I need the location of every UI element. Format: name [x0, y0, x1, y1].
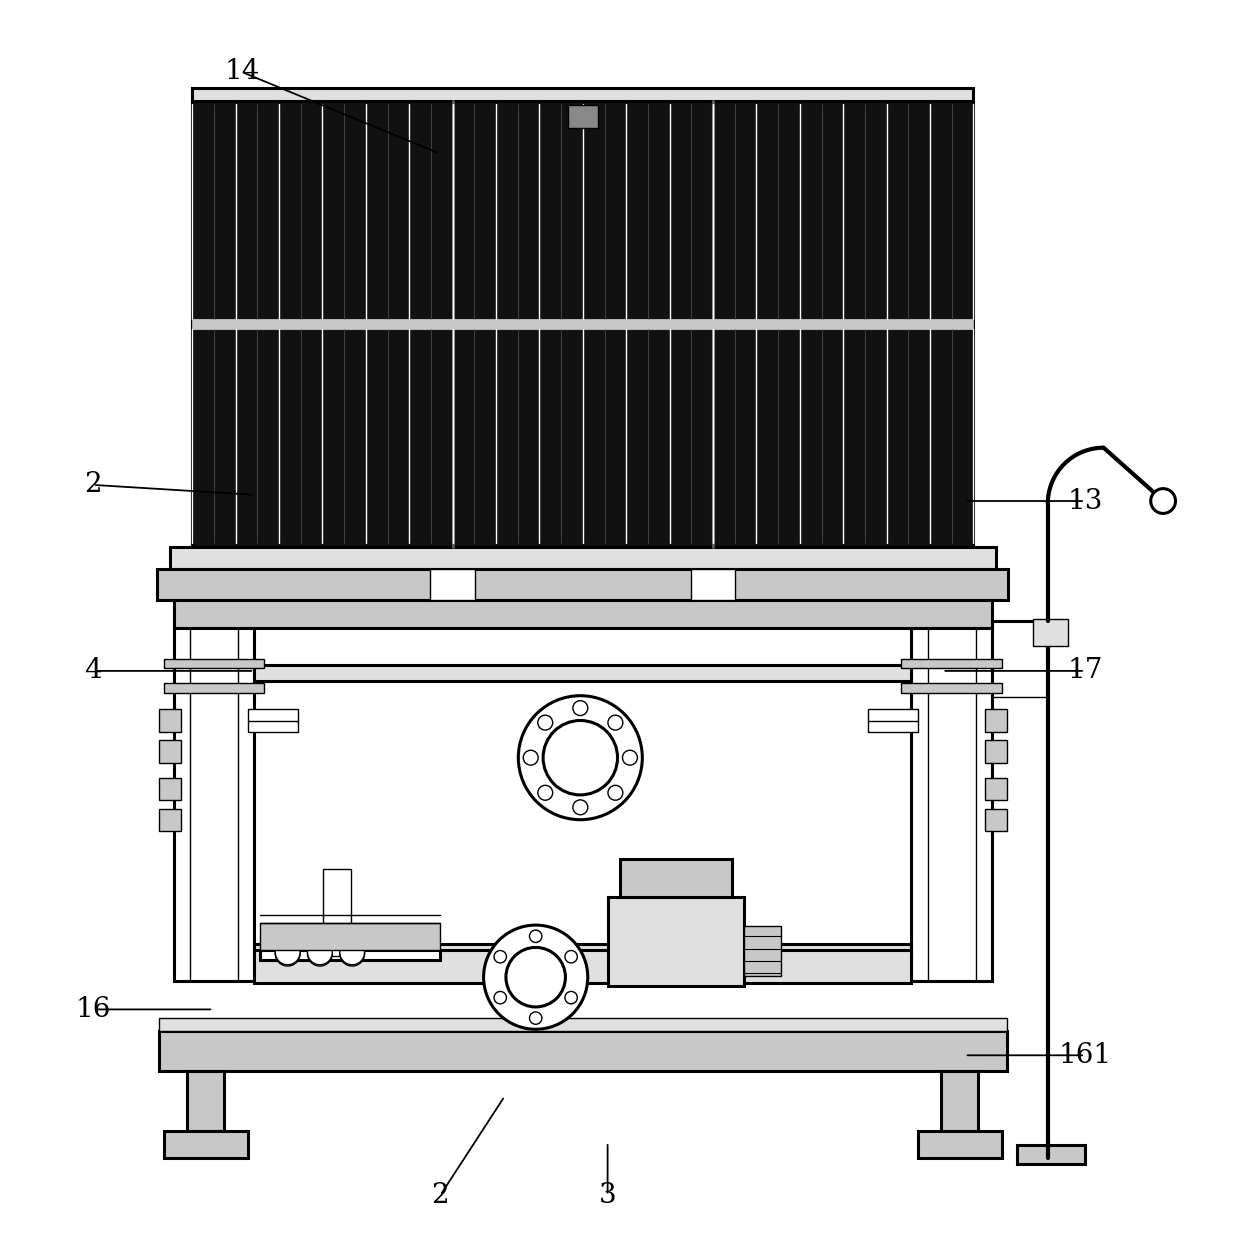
- Circle shape: [608, 715, 622, 730]
- Text: 161: 161: [1059, 1042, 1111, 1069]
- Bar: [170, 547, 996, 570]
- Bar: [868, 709, 918, 732]
- Bar: [608, 896, 744, 986]
- Bar: [985, 740, 1007, 763]
- Circle shape: [523, 750, 538, 766]
- Circle shape: [275, 940, 300, 965]
- Circle shape: [529, 1012, 542, 1024]
- Bar: [918, 1131, 1002, 1158]
- Circle shape: [538, 786, 553, 801]
- Text: 16: 16: [76, 996, 110, 1023]
- Circle shape: [573, 799, 588, 814]
- Bar: [430, 570, 475, 600]
- Text: 2: 2: [432, 1182, 449, 1209]
- Bar: [254, 950, 911, 984]
- Bar: [691, 570, 735, 600]
- Circle shape: [340, 940, 365, 965]
- Circle shape: [622, 750, 637, 766]
- Bar: [159, 740, 181, 763]
- Circle shape: [484, 925, 588, 1029]
- Circle shape: [518, 695, 642, 820]
- Bar: [324, 870, 351, 956]
- Bar: [911, 628, 992, 981]
- Bar: [254, 665, 911, 680]
- Bar: [192, 319, 973, 329]
- Bar: [985, 808, 1007, 831]
- Bar: [901, 683, 1002, 693]
- Circle shape: [538, 715, 553, 730]
- Bar: [192, 88, 973, 100]
- Bar: [1033, 619, 1068, 646]
- Bar: [159, 1018, 1007, 1030]
- Text: 13: 13: [1068, 487, 1102, 515]
- Bar: [985, 709, 1007, 732]
- Bar: [248, 709, 298, 732]
- Bar: [157, 570, 1008, 600]
- Circle shape: [506, 948, 565, 1007]
- Circle shape: [1151, 488, 1176, 513]
- Circle shape: [565, 991, 578, 1004]
- Circle shape: [275, 941, 300, 966]
- Bar: [192, 100, 973, 547]
- Bar: [568, 105, 598, 128]
- Bar: [164, 1131, 248, 1158]
- Bar: [985, 778, 1007, 799]
- Bar: [901, 659, 1002, 669]
- Bar: [159, 808, 181, 831]
- Circle shape: [608, 786, 622, 801]
- Bar: [254, 944, 911, 960]
- Circle shape: [494, 991, 506, 1004]
- Bar: [620, 860, 732, 896]
- Circle shape: [308, 941, 332, 966]
- Bar: [164, 659, 264, 669]
- Circle shape: [494, 950, 506, 963]
- Bar: [744, 926, 781, 976]
- Text: 3: 3: [599, 1182, 616, 1209]
- Circle shape: [565, 950, 578, 963]
- Text: 17: 17: [1068, 658, 1102, 684]
- Bar: [159, 709, 181, 732]
- Bar: [159, 1030, 1007, 1072]
- Text: 2: 2: [84, 472, 102, 498]
- Bar: [159, 778, 181, 799]
- Circle shape: [543, 720, 618, 794]
- Bar: [260, 950, 440, 960]
- Circle shape: [573, 700, 588, 715]
- Circle shape: [308, 940, 332, 965]
- Bar: [1017, 1145, 1085, 1165]
- Bar: [164, 683, 264, 693]
- Bar: [260, 922, 440, 950]
- Circle shape: [340, 941, 365, 966]
- Bar: [174, 600, 992, 628]
- Text: 4: 4: [84, 658, 102, 684]
- Bar: [174, 628, 254, 981]
- Text: 14: 14: [224, 59, 259, 85]
- Bar: [187, 1072, 224, 1131]
- Bar: [941, 1072, 978, 1131]
- Circle shape: [529, 930, 542, 943]
